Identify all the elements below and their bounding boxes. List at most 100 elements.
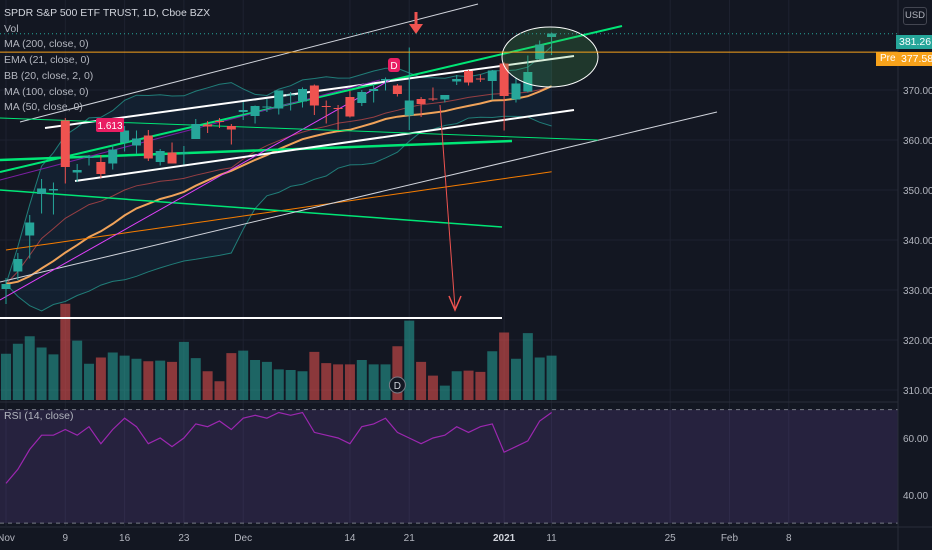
volume-bar bbox=[416, 361, 427, 400]
pre-market-badge: Pre bbox=[876, 52, 900, 66]
rsi-tick-label: 40.00 bbox=[903, 491, 928, 502]
rsi-pane bbox=[0, 401, 898, 524]
volume-bar bbox=[404, 320, 415, 400]
volume-bar bbox=[107, 352, 118, 400]
indicator-vol[interactable]: Vol bbox=[4, 22, 19, 35]
volume-bar bbox=[297, 371, 308, 400]
volume-bar bbox=[285, 370, 296, 400]
rsi-band bbox=[0, 409, 898, 524]
candle-body bbox=[345, 97, 355, 117]
volume-bar bbox=[24, 336, 35, 400]
candle-body bbox=[60, 120, 70, 167]
indicator-ma50[interactable]: MA (50, close, 0) bbox=[4, 101, 83, 114]
volume-bar bbox=[522, 333, 533, 400]
time-tick-label: Dec bbox=[234, 533, 252, 544]
indicator-bb[interactable]: BB (20, close, 2, 0) bbox=[4, 69, 94, 82]
volume-bar bbox=[356, 360, 367, 400]
volume-bar bbox=[499, 332, 510, 400]
outer-channel-top bbox=[19, 3, 479, 123]
indicator-ma100[interactable]: MA (100, close, 0) bbox=[4, 85, 89, 98]
candle-body bbox=[511, 83, 521, 100]
price-tick-label: 340.00 bbox=[903, 236, 932, 247]
fib-label-box bbox=[96, 118, 124, 132]
candle-body bbox=[452, 79, 462, 82]
volume-bar bbox=[261, 361, 272, 400]
dividend-flag bbox=[388, 58, 400, 72]
candle-body bbox=[475, 78, 485, 80]
candle-body bbox=[72, 170, 82, 173]
candle-body bbox=[250, 106, 260, 116]
fib-label: 1.613 bbox=[97, 121, 122, 132]
volume-bar bbox=[534, 357, 545, 400]
candle-body bbox=[392, 85, 402, 94]
price-tick-label: 360.00 bbox=[903, 136, 932, 147]
white-channel-top bbox=[44, 55, 575, 129]
candle-body bbox=[179, 152, 189, 154]
volume-bar bbox=[178, 341, 189, 400]
candle-body bbox=[298, 89, 307, 102]
volume-bar bbox=[333, 364, 344, 400]
rsi-line bbox=[5, 411, 552, 484]
volume-bar bbox=[202, 371, 213, 400]
time-tick-label: 23 bbox=[178, 533, 190, 544]
candle-body bbox=[440, 95, 450, 100]
indicator-ma200[interactable]: MA (200, close, 0) bbox=[4, 38, 89, 51]
indicator-legend: SPDR S&P 500 ETF TRUST, 1D, Cboe BZX Vol… bbox=[4, 6, 210, 116]
candle-body bbox=[404, 100, 414, 116]
volume-bar bbox=[12, 343, 23, 400]
volume-bar bbox=[84, 363, 95, 400]
candlesticks bbox=[1, 32, 557, 304]
candle-body bbox=[96, 162, 106, 174]
candle-body bbox=[108, 149, 118, 164]
candle-body bbox=[523, 72, 533, 92]
volume-bar bbox=[48, 354, 59, 400]
green-descending-line bbox=[0, 189, 503, 228]
volume-bar bbox=[95, 357, 106, 400]
candle-body bbox=[155, 151, 165, 162]
candle-body bbox=[357, 92, 367, 103]
time-tick-label: 25 bbox=[665, 533, 677, 544]
candle-body bbox=[369, 89, 379, 91]
volume-bar bbox=[214, 381, 225, 400]
candle-body bbox=[428, 98, 438, 100]
bollinger-upper bbox=[5, 46, 552, 285]
candle-body bbox=[286, 94, 296, 96]
volume-bar bbox=[226, 353, 237, 400]
price-tick-label: 320.00 bbox=[903, 336, 932, 347]
candle-body bbox=[214, 121, 224, 122]
volume-bar bbox=[451, 371, 462, 400]
volume-bar bbox=[119, 355, 130, 400]
volume-bar bbox=[309, 351, 320, 400]
volume-bar bbox=[380, 364, 391, 400]
pre-market-price-tag: 377.58 bbox=[898, 52, 932, 66]
candle-body bbox=[333, 108, 343, 109]
fib-diagonal bbox=[0, 79, 391, 301]
volume-bar bbox=[273, 369, 284, 400]
candle-body bbox=[131, 138, 141, 146]
currency-button[interactable]: USD bbox=[903, 7, 927, 25]
time-tick-label: 2021 bbox=[493, 533, 516, 544]
rsi-legend[interactable]: RSI (14, close) bbox=[4, 410, 74, 422]
symbol-title[interactable]: SPDR S&P 500 ETF TRUST, 1D, Cboe BZX bbox=[4, 7, 211, 19]
candle-body bbox=[25, 222, 35, 236]
volume-bar bbox=[368, 364, 379, 400]
volume-bar bbox=[1, 353, 11, 400]
volume-bar bbox=[143, 361, 154, 400]
volume-bar bbox=[439, 385, 450, 400]
indicator-ema21[interactable]: EMA (21, close, 0) bbox=[4, 54, 90, 67]
volume-bar bbox=[321, 363, 332, 400]
projection-arrow-head bbox=[448, 295, 462, 312]
volume-bar bbox=[131, 358, 142, 400]
candle-body bbox=[37, 188, 47, 194]
candle-body bbox=[191, 124, 201, 139]
bollinger-bands bbox=[5, 46, 552, 312]
candle-body bbox=[321, 106, 331, 107]
candle-body bbox=[547, 33, 557, 37]
volume-bar bbox=[427, 375, 438, 400]
annotations: 1.613 D D bbox=[0, 12, 898, 394]
down-arrow-head bbox=[409, 24, 423, 34]
candle-body bbox=[309, 85, 319, 106]
